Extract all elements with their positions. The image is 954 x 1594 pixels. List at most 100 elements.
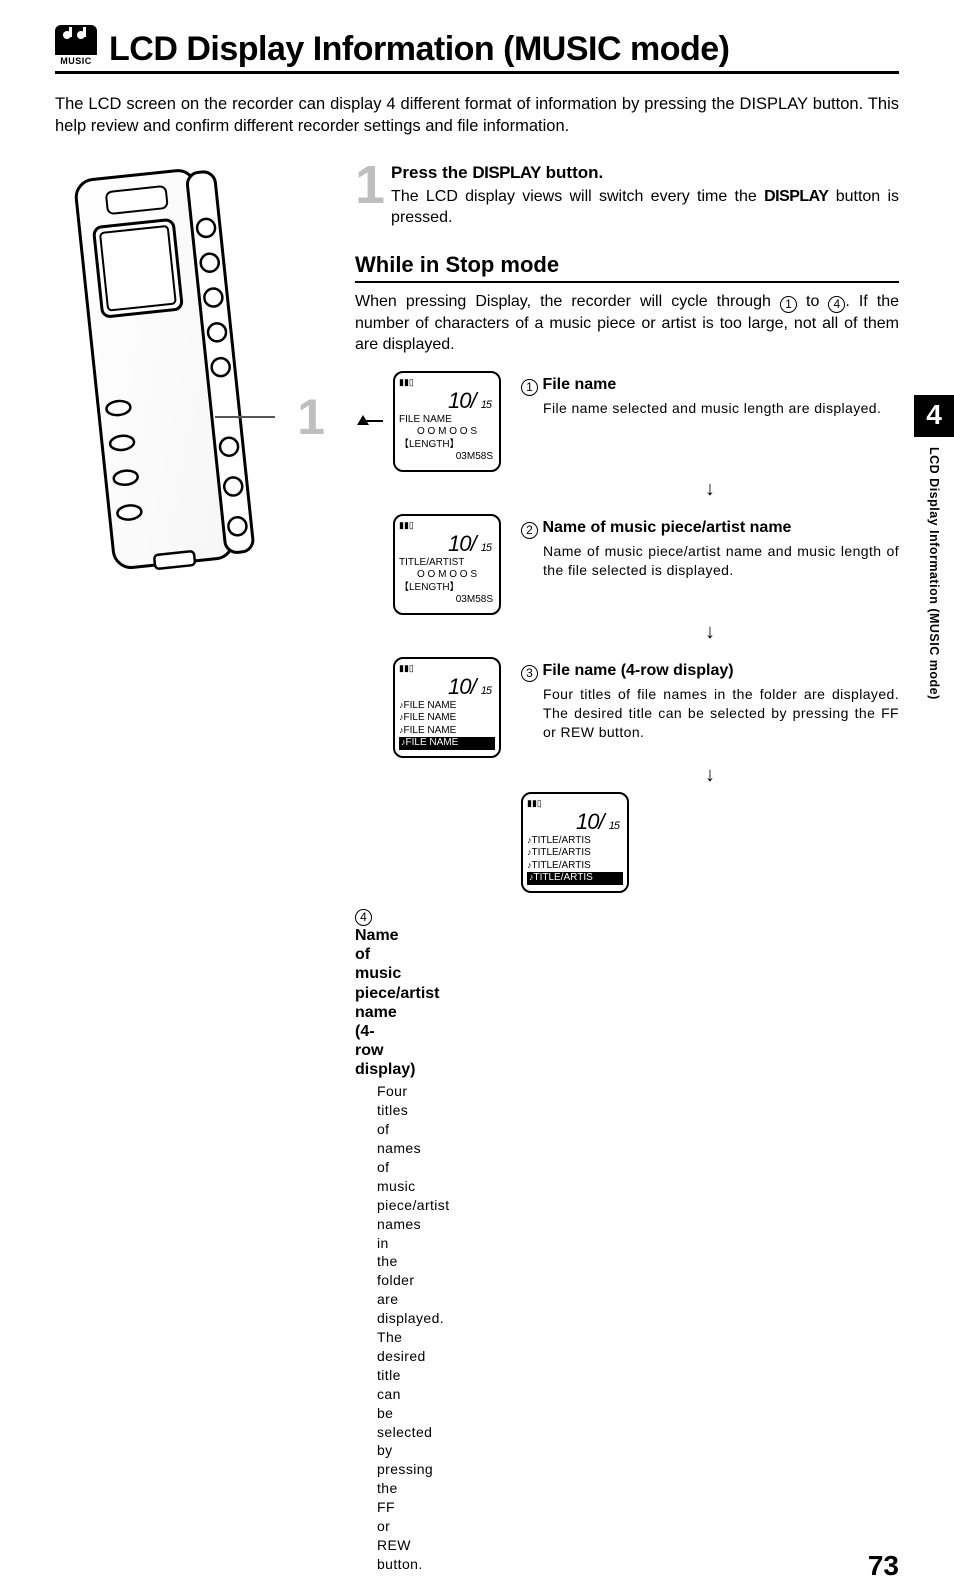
lcd-row-fn3: ♪FILE NAME [399,725,495,738]
lcd-big-number: 10/ 15 [399,388,495,414]
circled-num-3: 3 [521,665,538,682]
lcd-row-ta3: ♪TITLE/ARTIS [527,860,623,873]
display-item-1: 1 File name File name selected and music… [521,371,899,418]
battery-icon: ▮▮▯ [399,663,495,674]
lcd-total-num: 15 [481,542,491,554]
lcd-row-length-label: 【LENGTH】 [399,582,495,595]
page-number: 73 [868,1550,899,1582]
lcd-screen-2: ▮▮▯ 10/ 15 TITLE/ARTIST O O M O O S 【LEN… [393,514,501,615]
step-body: Press the DISPLAY button. The LCD displa… [391,163,899,228]
arrow-up-icon [357,415,369,425]
side-tab-text: LCD Display Information (MUSIC mode) [927,437,941,700]
item-title: 4 Name of music piece/artist name (4-row… [355,905,373,1080]
callout-number: 1 [297,388,325,446]
lcd-text: TITLE/ARTIS [532,860,591,871]
item-desc: Name of music piece/artist name and musi… [521,542,899,580]
lcd-row-titleartist: TITLE/ARTIST [399,557,495,570]
section-intro-a: When pressing Display, the recorder will… [355,293,780,310]
arrow-down-icon: ↓ [521,766,899,784]
circled-num-4: 4 [355,909,372,926]
cycle-diagram: ▮▮▯ 10/ 15 FILE NAME O O M O O S 【LENGTH… [355,371,899,1574]
arrow-down-icon: ↓ [521,623,899,641]
lcd-text: TITLE/ARTIS [532,847,591,858]
item-desc: Four titles of names of music piece/arti… [355,1082,377,1573]
display-item-2: 2 Name of music piece/artist name Name o… [521,514,899,580]
circled-to: 4 [828,296,845,313]
recorder-device-icon [55,163,275,583]
item-title: 1 File name [521,375,899,396]
display-item-3: 3 File name (4-row display) Four titles … [521,657,899,742]
lcd-track-num: 10 [448,674,470,699]
lcd-row-moos: O O M O O S [399,426,495,439]
step-title-display: DISPLAY [472,163,541,182]
step-title-after: button. [541,163,603,182]
lcd-big-number: 10/ 15 [527,809,623,835]
lcd-row-time: 03M58S [399,594,495,607]
step-number: 1 [355,163,385,228]
lcd-row-length-label: 【LENGTH】 [399,439,495,452]
page-title: LCD Display Information (MUSIC mode) [109,30,729,69]
battery-icon: ▮▮▯ [527,798,623,809]
lcd-row-ta4-selected: ♪TITLE/ARTIS [527,872,623,885]
lcd-row-ta1: ♪TITLE/ARTIS [527,835,623,848]
step-desc-display: DISPLAY [764,188,828,205]
lcd-big-number: 10/ 15 [399,531,495,557]
lcd-row-moos: O O M O O S [399,569,495,582]
intro-text: The LCD screen on the recorder can displ… [55,94,899,138]
item-title-text: Name of music piece/artist name (4-row d… [355,927,439,1078]
page-header: MUSIC LCD Display Information (MUSIC mod… [55,25,899,74]
arrow-down-icon: ↓ [521,480,899,498]
section-heading: While in Stop mode [355,252,899,283]
callout-line [215,416,275,418]
item-title-text: Name of music piece/artist name [542,519,791,536]
step-title-before: Press the [391,163,472,182]
lcd-big-number: 10/ 15 [399,674,495,700]
device-column: 1 [55,163,345,1574]
lcd-text: FILE NAME [404,725,457,736]
step-title: Press the DISPLAY button. [391,163,899,183]
lcd-text: FILE NAME [404,712,457,723]
lcd-track-num: 10 [448,388,470,413]
item-desc: Four titles of file names in the folder … [521,685,899,742]
section-intro-b: to [797,293,828,310]
page: MUSIC LCD Display Information (MUSIC mod… [0,0,954,1594]
display-item-4: 4 Name of music piece/artist name (4-row… [355,901,373,1574]
step-1: 1 Press the DISPLAY button. The LCD disp… [355,163,899,228]
battery-icon: ▮▮▯ [399,520,495,531]
circled-num-1: 1 [521,379,538,396]
lcd-text: FILE NAME [406,737,459,748]
lcd-screen-1: ▮▮▯ 10/ 15 FILE NAME O O M O O S 【LENGTH… [393,371,501,472]
music-note-icon [55,25,97,55]
lcd-track-num: 10 [448,531,470,556]
item-title-text: File name (4-row display) [542,662,733,679]
lcd-row-time: 03M58S [399,451,495,464]
lcd-track-num: 10 [576,809,598,834]
text-column: 1 Press the DISPLAY button. The LCD disp… [355,163,899,1574]
music-icon: MUSIC [55,25,97,69]
item-desc: File name selected and music length are … [521,399,899,418]
circled-num-2: 2 [521,522,538,539]
item-title: 2 Name of music piece/artist name [521,518,899,539]
lcd-row-fn2: ♪FILE NAME [399,712,495,725]
lcd-total-num: 15 [481,685,491,697]
lcd-screen-3: ▮▮▯ 10/ 15 ♪FILE NAME ♪FILE NAME ♪FILE N… [393,657,501,758]
lcd-screen-4: ▮▮▯ 10/ 15 ♪TITLE/ARTIS ♪TITLE/ARTIS ♪TI… [521,792,629,893]
music-icon-label: MUSIC [60,55,92,67]
lcd-row-filename: FILE NAME [399,414,495,427]
lcd-row-ta2: ♪TITLE/ARTIS [527,847,623,860]
item-title: 3 File name (4-row display) [521,661,899,682]
lcd-row-fn1: ♪FILE NAME [399,700,495,713]
lcd-text: TITLE/ARTIS [532,835,591,846]
circled-from: 1 [780,296,797,313]
battery-icon: ▮▮▯ [399,377,495,388]
device-illustration: 1 [55,163,295,593]
section-intro: When pressing Display, the recorder will… [355,291,899,355]
lcd-row-fn4-selected: ♪FILE NAME [399,737,495,750]
lcd-total-num: 15 [609,820,619,832]
side-tab: 4 LCD Display Information (MUSIC mode) [914,395,954,700]
lcd-text: FILE NAME [404,700,457,711]
step-desc: The LCD display views will switch every … [391,186,899,228]
item-title-text: File name [542,376,616,393]
chapter-number: 4 [914,395,954,437]
lcd-total-num: 15 [481,399,491,411]
